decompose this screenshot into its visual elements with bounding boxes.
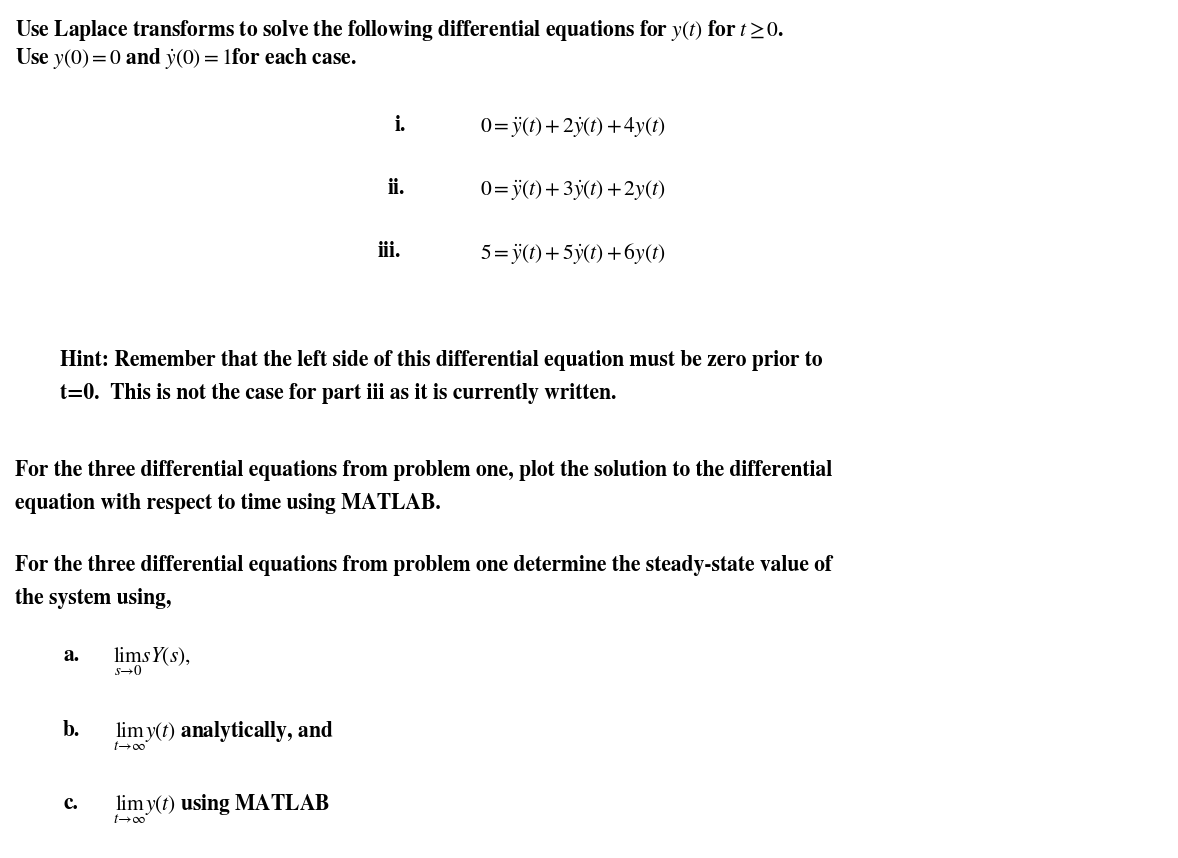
Text: i.: i. (395, 115, 406, 136)
Text: c.: c. (62, 793, 78, 814)
Text: the system using,: the system using, (15, 588, 171, 609)
Text: $\lim_{t\to \infty} y(t)$ using MATLAB: $\lim_{t\to \infty} y(t)$ using MATLAB (113, 793, 330, 826)
Text: $0 = \ddot{y}(t) + 2\dot{y}(t) + 4y(t)$: $0 = \ddot{y}(t) + 2\dot{y}(t) + 4y(t)$ (479, 115, 666, 139)
Text: equation with respect to time using MATLAB.: equation with respect to time using MATL… (15, 493, 441, 514)
Text: Hint: Remember that the left side of this differential equation must be zero pri: Hint: Remember that the left side of thi… (60, 350, 822, 371)
Text: $\lim_{t\to \infty} y(t)$ analytically, and: $\lim_{t\to \infty} y(t)$ analytically, … (113, 720, 333, 753)
Text: $5 = \ddot{y}(t) + 5\dot{y}(t) + 6y(t)$: $5 = \ddot{y}(t) + 5\dot{y}(t) + 6y(t)$ (479, 241, 666, 266)
Text: For the three differential equations from problem one, plot the solution to the : For the three differential equations fro… (15, 460, 832, 481)
Text: t=0.  This is not the case for part iii as it is currently written.: t=0. This is not the case for part iii a… (60, 383, 616, 404)
Text: b.: b. (62, 720, 80, 741)
Text: a.: a. (62, 645, 79, 666)
Text: For the three differential equations from problem one determine the steady-state: For the three differential equations fro… (15, 555, 832, 576)
Text: Use Laplace transforms to solve the following differential equations for $y(t)$ : Use Laplace transforms to solve the foll… (15, 18, 785, 43)
Text: Use $y(0) = 0$ and $\dot{y}(0) = 1$for each case.: Use $y(0) = 0$ and $\dot{y}(0) = 1$for e… (15, 46, 357, 71)
Text: $0 = \ddot{y}(t) + 3\dot{y}(t) + 2y(t)$: $0 = \ddot{y}(t) + 3\dot{y}(t) + 2y(t)$ (479, 178, 666, 202)
Text: iii.: iii. (378, 241, 402, 262)
Text: $\lim_{s\to 0} sY(s),$: $\lim_{s\to 0} sY(s),$ (113, 645, 191, 678)
Text: ii.: ii. (388, 178, 405, 199)
